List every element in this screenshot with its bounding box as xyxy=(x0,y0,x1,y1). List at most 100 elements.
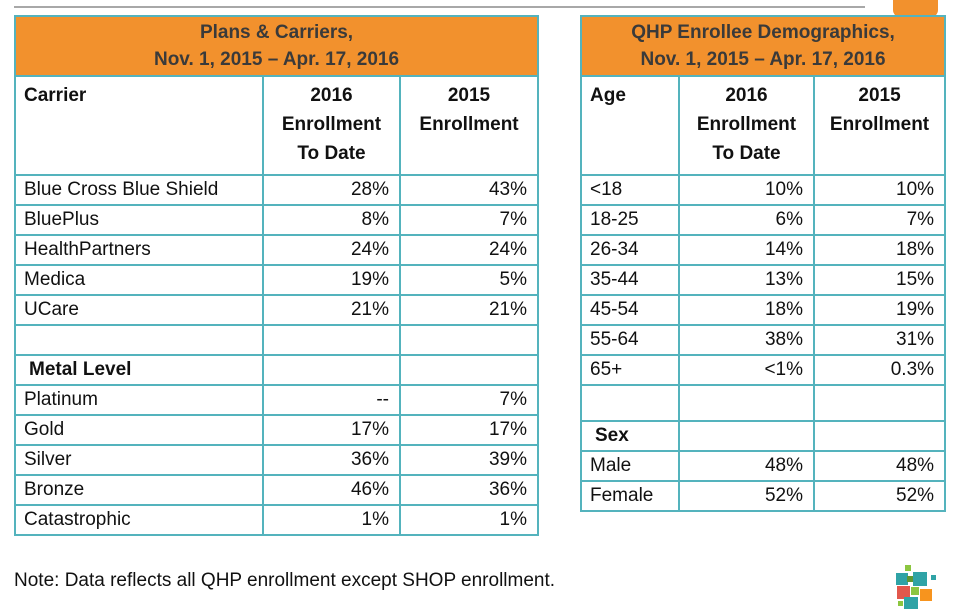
top-divider-line xyxy=(14,6,865,8)
row-label: Bronze xyxy=(14,474,264,506)
column-header: 2016 Enrollment To Date xyxy=(678,75,815,176)
column-header: 2016 Enrollment To Date xyxy=(262,75,401,176)
value-2016: 21% xyxy=(262,294,401,326)
table-row: Gold 17% 17% xyxy=(14,414,540,446)
table-row: 35-44 13% 15% xyxy=(580,264,947,296)
value-2015: 43% xyxy=(398,174,540,206)
value-2016: 17% xyxy=(262,414,401,446)
value-2016 xyxy=(678,420,815,452)
orange-accent-tab xyxy=(893,0,938,17)
table-row: 18-25 6% 7% xyxy=(580,204,947,236)
table-row: 45-54 18% 19% xyxy=(580,294,947,326)
footnote-text: Note: Data reflects all QHP enrollment e… xyxy=(14,570,556,591)
value-2016: 28% xyxy=(262,174,401,206)
table-row: 55-64 38% 31% xyxy=(580,324,947,356)
table-row: Female 52% 52% xyxy=(580,480,947,512)
table-row: UCare 21% 21% xyxy=(14,294,540,326)
value-2015: 18% xyxy=(812,234,947,266)
column-header-row: Carrier 2016 Enrollment To Date 2015 Enrol… xyxy=(14,75,540,176)
table-row: 26-34 14% 18% xyxy=(580,234,947,266)
row-label: 26-34 xyxy=(580,234,680,266)
column-header: 2015 Enrollment xyxy=(398,75,540,176)
table-row: HealthPartners 24% 24% xyxy=(14,234,540,266)
value-2015: 0.3% xyxy=(812,354,947,386)
value-2016: 1% xyxy=(262,504,401,536)
column-header: Carrier xyxy=(14,75,264,176)
table-row: Medica 19% 5% xyxy=(14,264,540,296)
value-2015: 39% xyxy=(398,444,540,476)
value-2016: 8% xyxy=(262,204,401,236)
plans-carriers-table: Plans & Carriers, Nov. 1, 2015 – Apr. 17… xyxy=(13,15,540,536)
row-label: Catastrophic xyxy=(14,504,264,536)
row-label: <18 xyxy=(580,174,680,206)
row-label: Gold xyxy=(14,414,264,446)
value-2015: 36% xyxy=(398,474,540,506)
table-row: BluePlus 8% 7% xyxy=(14,204,540,236)
row-label: 65+ xyxy=(580,354,680,386)
row-label: 35-44 xyxy=(580,264,680,296)
row-label: Male xyxy=(580,450,680,482)
table-row: Blue Cross Blue Shield 28% 43% xyxy=(14,174,540,206)
value-2015 xyxy=(812,420,947,452)
column-header: 2015 Enrollment xyxy=(812,75,947,176)
value-2016: 46% xyxy=(262,474,401,506)
row-label: UCare xyxy=(14,294,264,326)
row-label: 55-64 xyxy=(580,324,680,356)
table-row: Platinum -- 7% xyxy=(14,384,540,416)
section-header-row: Metal Level xyxy=(14,354,540,386)
value-2015 xyxy=(812,384,947,422)
value-2016: 36% xyxy=(262,444,401,476)
value-2015: 17% xyxy=(398,414,540,446)
qhp-demographics-table-title: QHP Enrollee Demographics, Nov. 1, 2015 … xyxy=(579,15,947,77)
table-row: 65+ <1% 0.3% xyxy=(580,354,947,386)
spacer-row xyxy=(14,324,540,356)
value-2015 xyxy=(398,324,540,356)
value-2015: 24% xyxy=(398,234,540,266)
section-header-row: Sex xyxy=(580,420,947,452)
value-2016: 18% xyxy=(678,294,815,326)
row-label: Blue Cross Blue Shield xyxy=(14,174,264,206)
table-row: Catastrophic 1% 1% xyxy=(14,504,540,536)
value-2016: 19% xyxy=(262,264,401,296)
plans-carriers-table-title: Plans & Carriers, Nov. 1, 2015 – Apr. 17… xyxy=(13,15,540,77)
value-2015: 52% xyxy=(812,480,947,512)
row-label xyxy=(14,324,264,356)
value-2016: 14% xyxy=(678,234,815,266)
row-label: Female xyxy=(580,480,680,512)
table-row: Silver 36% 39% xyxy=(14,444,540,476)
spacer-row xyxy=(580,384,947,422)
value-2016: 24% xyxy=(262,234,401,266)
row-label: Sex xyxy=(580,420,680,452)
table-row: Male 48% 48% xyxy=(580,450,947,482)
value-2016 xyxy=(262,354,401,386)
value-2015 xyxy=(398,354,540,386)
value-2016: 10% xyxy=(678,174,815,206)
table-row: <18 10% 10% xyxy=(580,174,947,206)
value-2015: 1% xyxy=(398,504,540,536)
value-2016: 48% xyxy=(678,450,815,482)
column-header: Age xyxy=(580,75,680,176)
row-label: 45-54 xyxy=(580,294,680,326)
value-2016: 13% xyxy=(678,264,815,296)
value-2015: 48% xyxy=(812,450,947,482)
value-2015: 21% xyxy=(398,294,540,326)
row-label: BluePlus xyxy=(14,204,264,236)
value-2015: 19% xyxy=(812,294,947,326)
value-2016: 52% xyxy=(678,480,815,512)
row-label xyxy=(580,384,680,422)
row-label: Platinum xyxy=(14,384,264,416)
value-2016: 6% xyxy=(678,204,815,236)
column-header-row: Age 2016 Enrollment To Date 2015 Enrollmen… xyxy=(580,75,947,176)
table-title-row: Plans & Carriers, Nov. 1, 2015 – Apr. 17… xyxy=(13,15,540,77)
value-2016: 38% xyxy=(678,324,815,356)
value-2016 xyxy=(262,324,401,356)
row-label: HealthPartners xyxy=(14,234,264,266)
value-2016 xyxy=(678,384,815,422)
value-2015: 7% xyxy=(812,204,947,236)
table-row: Bronze 46% 36% xyxy=(14,474,540,506)
row-label: Metal Level xyxy=(14,354,264,386)
value-2015: 31% xyxy=(812,324,947,356)
row-label: Medica xyxy=(14,264,264,296)
value-2016: <1% xyxy=(678,354,815,386)
value-2015: 7% xyxy=(398,384,540,416)
